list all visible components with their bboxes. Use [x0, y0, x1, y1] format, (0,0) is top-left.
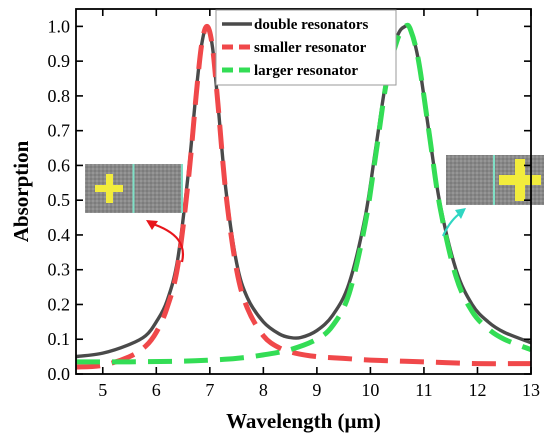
left-unit-cell-divider [132, 164, 135, 213]
x-tick-label: 6 [152, 380, 161, 400]
x-tick-label: 9 [312, 380, 321, 400]
right-unit-cell-inset [446, 155, 544, 205]
y-tick-label: 1.0 [48, 16, 71, 36]
right-callout-arrowhead [455, 208, 466, 219]
x-tick-label: 7 [205, 380, 214, 400]
y-tick-label: 0.1 [48, 329, 71, 349]
axis-tick-labels: 5 6 7 8 9 10 11 12 13 0.0 0.1 0.2 0.3 0.4 0.5 0.6 0.7 0.8… [48, 16, 541, 400]
left-unit-cell-inset [85, 164, 183, 213]
x-tick-label: 12 [468, 380, 486, 400]
series-line-smaller-resonator [76, 23, 531, 370]
x-tick-label: 13 [522, 380, 540, 400]
legend: double resonators smaller resonator larger… [215, 9, 397, 86]
small-cross-vertical [106, 174, 113, 203]
y-tick-label: 0.4 [48, 225, 71, 245]
y-tick-label: 0.2 [48, 294, 71, 314]
left-callout-arrowhead [146, 220, 158, 230]
y-tick-label: 0.6 [48, 155, 71, 175]
left-unit-cell-divider-right [181, 164, 183, 213]
y-tick-label: 0.7 [48, 121, 71, 141]
y-tick-label: 0.3 [48, 260, 71, 280]
legend-label-double-resonators: double resonators [254, 17, 368, 33]
x-tick-label: 5 [98, 380, 107, 400]
y-tick-label: 0.8 [48, 86, 71, 106]
y-axis-title: Absorption [9, 140, 33, 242]
large-cross-vertical [515, 159, 525, 201]
plot-frame [75, 8, 532, 375]
right-unit-cell-left-half [446, 155, 493, 205]
left-callout-arrow [149, 221, 185, 263]
series-curves [76, 22, 531, 370]
legend-label-larger-resonator: larger resonator [254, 63, 358, 79]
left-unit-cell-right-half [134, 164, 182, 213]
y-tick-label: 0.9 [48, 51, 71, 71]
x-axis-title: Wavelength (μm) [226, 409, 381, 433]
y-tick-label: 0.0 [48, 364, 71, 384]
series-line-larger-resonator [76, 22, 531, 365]
x-tick-label: 8 [259, 380, 268, 400]
y-tick-label: 0.5 [48, 190, 71, 210]
x-tick-label: 11 [415, 380, 432, 400]
right-unit-cell-divider [493, 155, 495, 205]
x-tick-label: 10 [361, 380, 379, 400]
legend-label-smaller-resonator: smaller resonator [254, 40, 367, 56]
